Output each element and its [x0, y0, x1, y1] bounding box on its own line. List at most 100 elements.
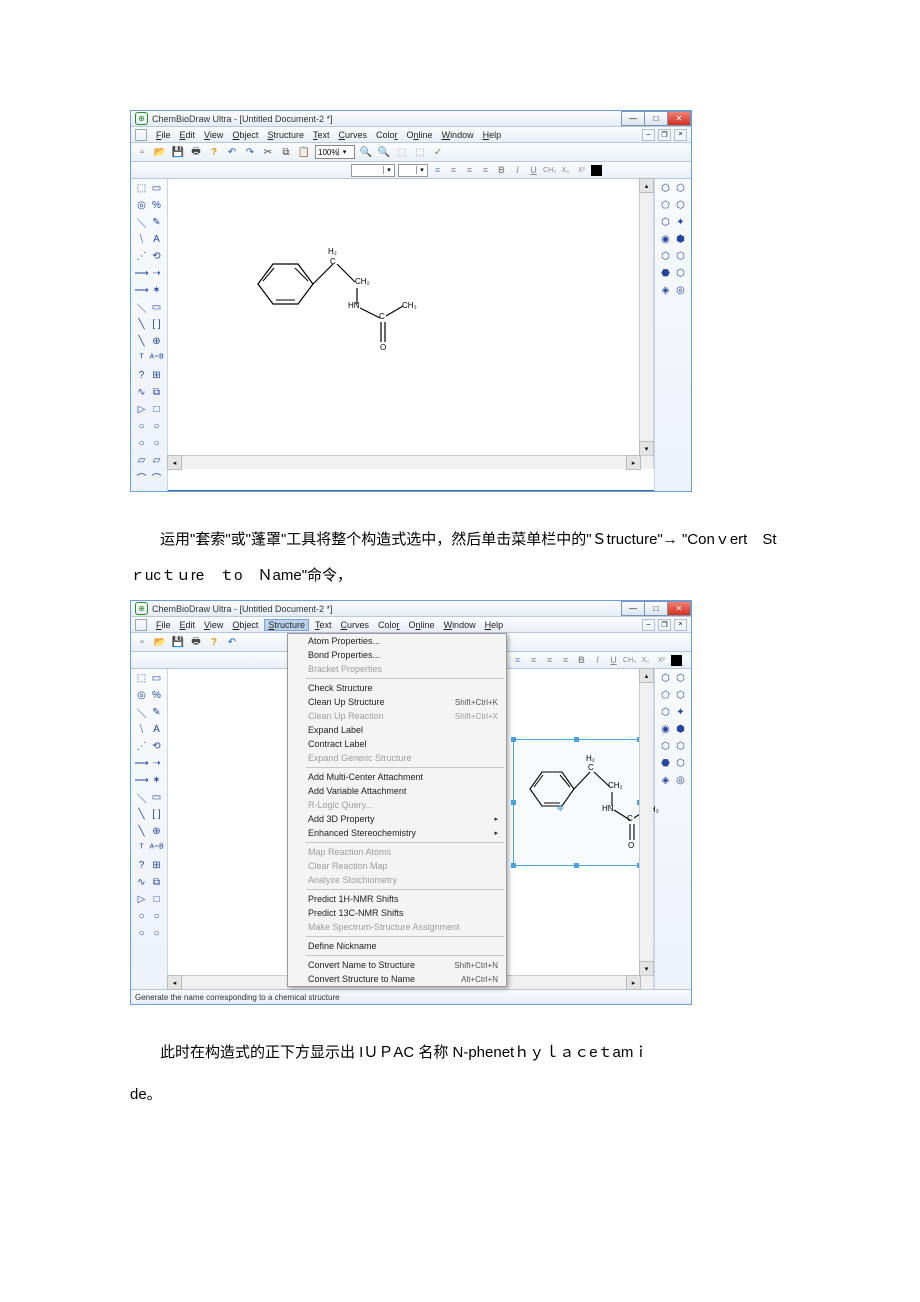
palette-tool[interactable]: ▭	[151, 182, 163, 194]
palette-tool[interactable]: ⬣	[660, 757, 672, 769]
palette-tool[interactable]: ⬣	[660, 267, 672, 279]
palette-tool[interactable]: ⬡	[675, 740, 687, 752]
maximize-button[interactable]: □	[644, 601, 668, 616]
menu-file[interactable]: File	[156, 620, 171, 630]
palette-tool[interactable]: ▭	[151, 672, 163, 684]
palette-tool[interactable]: ⋰	[136, 250, 148, 262]
tool-icon-1[interactable]: ⬚	[395, 145, 409, 159]
menu-object[interactable]: Object	[232, 620, 258, 630]
palette-tool[interactable]: ✎	[151, 216, 163, 228]
menu-item[interactable]: Convert Structure to NameAlt+Ctrl+N	[288, 972, 506, 986]
palette-tool[interactable]: %	[151, 689, 163, 701]
palette-tool[interactable]: ⬡	[660, 740, 672, 752]
menu-item[interactable]: Bond Properties...	[288, 648, 506, 662]
palette-tool[interactable]: ⧉	[151, 876, 163, 888]
print-icon[interactable]: 🖶	[189, 145, 203, 159]
palette-tool[interactable]: ᵀ	[136, 352, 148, 364]
menu-item[interactable]: Define Nickname	[288, 939, 506, 953]
menu-item[interactable]: Add Variable Attachment	[288, 784, 506, 798]
palette-tool[interactable]: ?	[136, 859, 148, 871]
menu-item[interactable]: Clean Up StructureShift+Ctrl+K	[288, 695, 506, 709]
palette-tool[interactable]: [ ]	[151, 808, 163, 820]
palette-tool[interactable]: ᵀ	[136, 842, 148, 854]
palette-tool[interactable]: ⬠	[660, 689, 672, 701]
menu-object[interactable]: Object	[232, 130, 258, 140]
menu-view[interactable]: View	[204, 620, 223, 630]
align-justify-icon[interactable]: ≡	[559, 654, 572, 666]
palette-tool[interactable]: A	[151, 723, 163, 735]
palette-tool[interactable]: ◈	[660, 774, 672, 786]
menu-text[interactable]: Text	[315, 620, 332, 630]
palette-tool[interactable]: □	[151, 403, 163, 415]
palette-tool[interactable]: ○	[136, 910, 148, 922]
palette-tool[interactable]: ○	[151, 437, 163, 449]
palette-tool[interactable]: ⟶	[136, 267, 148, 279]
menu-window[interactable]: Window	[444, 620, 476, 630]
palette-tool[interactable]: ╲	[136, 825, 148, 837]
palette-tool[interactable]: ○	[136, 437, 148, 449]
menu-item[interactable]: Check Structure	[288, 681, 506, 695]
palette-tool[interactable]: ⟶	[136, 774, 148, 786]
palette-tool[interactable]: ◎	[675, 774, 687, 786]
underline-icon[interactable]: U	[527, 164, 540, 176]
palette-tool[interactable]: ✎	[151, 706, 163, 718]
maximize-button[interactable]: □	[644, 111, 668, 126]
palette-tool[interactable]: ⟲	[151, 250, 163, 262]
palette-tool[interactable]: ╲	[136, 808, 148, 820]
superscript-icon[interactable]: X²	[575, 164, 588, 176]
palette-tool[interactable]: ╲	[136, 318, 148, 330]
print-icon[interactable]: 🖶	[189, 635, 203, 649]
palette-tool[interactable]: ⌒	[151, 471, 163, 483]
palette-tool[interactable]: ⬡	[660, 216, 672, 228]
palette-tool[interactable]: ⧹	[136, 723, 148, 735]
vertical-scrollbar[interactable]: ▴▾	[639, 179, 653, 455]
drawing-canvas[interactable]: H₂ C CH₂ HN C CH₃ O ▴▾ ◂▸	[168, 179, 654, 469]
palette-tool[interactable]: ⬢	[675, 233, 687, 245]
palette-tool[interactable]: ▭	[151, 301, 163, 313]
menu-curves[interactable]: Curves	[340, 620, 369, 630]
palette-tool[interactable]: ⬚	[136, 182, 148, 194]
palette-tool[interactable]: ∿	[136, 876, 148, 888]
palette-tool[interactable]: ＼	[136, 301, 148, 313]
palette-tool[interactable]: ⬡	[675, 757, 687, 769]
palette-tool[interactable]: ⌒	[136, 471, 148, 483]
palette-tool[interactable]: ◎	[136, 689, 148, 701]
align-right-icon[interactable]: ≡	[543, 654, 556, 666]
new-icon[interactable]: ▫	[135, 635, 149, 649]
palette-tool[interactable]: ○	[151, 927, 163, 939]
color-swatch[interactable]	[591, 165, 602, 176]
menu-structure[interactable]: Structure	[264, 619, 309, 631]
align-center-icon[interactable]: ≡	[527, 654, 540, 666]
redo-icon[interactable]: ↷	[243, 145, 257, 159]
palette-tool[interactable]: ⬡	[675, 182, 687, 194]
vertical-scrollbar[interactable]: ▴▾	[639, 669, 653, 975]
menu-item[interactable]: Enhanced Stereochemistry▸	[288, 826, 506, 840]
superscript-icon[interactable]: X²	[655, 654, 668, 666]
save-icon[interactable]: 💾	[171, 145, 185, 159]
formula-icon[interactable]: CH₃	[543, 164, 556, 176]
align-justify-icon[interactable]: ≡	[479, 164, 492, 176]
menu-curves[interactable]: Curves	[338, 130, 367, 140]
palette-tool[interactable]: ⬡	[675, 672, 687, 684]
menu-edit[interactable]: Edit	[180, 130, 196, 140]
palette-tool[interactable]: ▱	[151, 454, 163, 466]
palette-tool[interactable]: ᴬ⁼ᴮ	[151, 352, 163, 364]
paste-icon[interactable]: 📋	[297, 145, 311, 159]
size-combo[interactable]: ▾	[398, 164, 428, 177]
bold-icon[interactable]: B	[575, 654, 588, 666]
close-button[interactable]: ✕	[667, 601, 691, 616]
menu-online[interactable]: Online	[409, 620, 435, 630]
palette-tool[interactable]: A	[151, 233, 163, 245]
menu-item[interactable]: Contract Label	[288, 737, 506, 751]
palette-tool[interactable]: ⟲	[151, 740, 163, 752]
palette-tool[interactable]: ⬠	[660, 199, 672, 211]
palette-tool[interactable]: ○	[136, 420, 148, 432]
palette-tool[interactable]: ⬡	[675, 267, 687, 279]
palette-tool[interactable]: ○	[151, 910, 163, 922]
menu-color[interactable]: Color	[378, 620, 400, 630]
font-combo[interactable]: ▾	[351, 164, 395, 177]
palette-tool[interactable]: ⬡	[675, 250, 687, 262]
undo-icon[interactable]: ↶	[225, 145, 239, 159]
menu-help[interactable]: Help	[483, 130, 502, 140]
new-icon[interactable]: ▫	[135, 145, 149, 159]
